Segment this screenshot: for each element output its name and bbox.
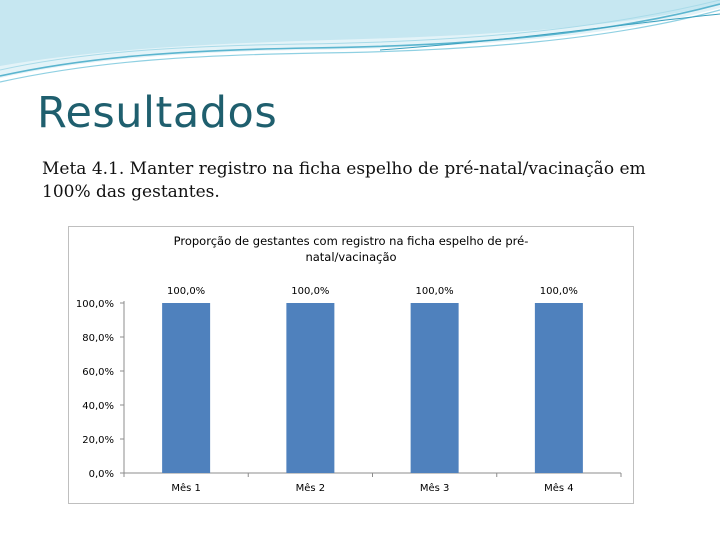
y-tick-label: 0,0% xyxy=(89,469,114,480)
bar xyxy=(410,303,459,473)
slide-title: Resultados xyxy=(37,88,278,138)
bar xyxy=(534,303,583,473)
x-tick-label: Mês 1 xyxy=(171,482,201,494)
chart-frame: Proporção de gestantes com registro na f… xyxy=(68,226,634,504)
bar xyxy=(286,303,335,473)
chart-title: Proporção de gestantes com registro na f… xyxy=(109,233,593,265)
chart-title-line-2: natal/vacinação xyxy=(305,250,397,264)
header-wave-decoration xyxy=(0,0,720,83)
y-tick-label: 20,0% xyxy=(82,435,114,446)
x-tick-label: Mês 3 xyxy=(420,482,450,494)
bar-value-label: 100,0% xyxy=(167,286,205,297)
bar-chart: 0,0% 20,0% 40,0% 60,0% 80,0% 100,0% 100,0% Mês … xyxy=(76,286,622,494)
x-tick-label: Mês 2 xyxy=(296,482,326,494)
bar xyxy=(162,303,211,473)
y-tick-label: 60,0% xyxy=(82,367,114,378)
y-tick-label: 100,0% xyxy=(76,299,114,310)
bar-value-label: 100,0% xyxy=(291,286,329,297)
slide-body-text: Meta 4.1. Manter registro na ficha espel… xyxy=(42,159,646,202)
chart-title-line-1: Proporção de gestantes com registro na f… xyxy=(173,234,529,248)
y-tick-label: 80,0% xyxy=(82,333,114,344)
x-tick-label: Mês 4 xyxy=(544,482,574,494)
bar-value-label: 100,0% xyxy=(540,286,578,297)
y-tick-label: 40,0% xyxy=(82,401,114,412)
bar-value-label: 100,0% xyxy=(416,286,454,297)
